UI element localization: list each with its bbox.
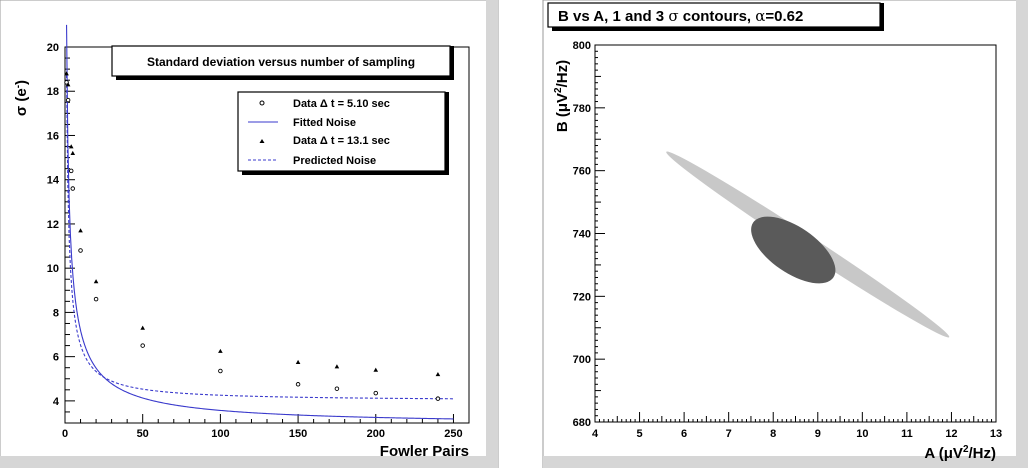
- data-point-triangle: [93, 279, 99, 284]
- right-x-tick-label: 9: [815, 428, 821, 440]
- data-point-circle: [373, 390, 379, 396]
- right-y-label-b: B (μV: [554, 93, 571, 132]
- data-point-circle: [78, 248, 83, 253]
- right-x-tick-label: 13: [990, 428, 1002, 440]
- data-point-circle: [65, 97, 71, 103]
- legend-label-fitted: Fitted Noise: [293, 117, 356, 129]
- left-y-axis-label-close: ): [13, 80, 30, 85]
- right-y-tick-label: 760: [573, 166, 591, 178]
- left-plot-area: 0 50 100 150 200 250 4 6 8 10 12 14 16 18 20: [47, 24, 470, 440]
- left-panel: 0 50 100 150 200 250 4 6 8 10 12 14 16 18 20 Standard …: [0, 0, 499, 468]
- right-x-tick-label: 10: [856, 428, 868, 440]
- left-x-tick-label: 250: [444, 428, 462, 440]
- right-chart-title: B vs A, 1 and 3 σ contours, α=0.62: [558, 7, 803, 25]
- data-point-triangle: [65, 82, 71, 87]
- left-x-tick-label: 100: [211, 428, 229, 440]
- data-point-triangle: [64, 71, 69, 76]
- right-title-mid: contours,: [679, 8, 756, 25]
- data-point-circle: [93, 296, 99, 302]
- right-title-sigma: σ: [668, 7, 678, 25]
- data-point-triangle: [70, 150, 76, 155]
- left-x-axis-label: Fowler Pairs: [380, 443, 469, 460]
- left-y-tick-label: 6: [53, 352, 59, 364]
- data-point-triangle: [68, 144, 74, 149]
- data-point-triangle: [373, 367, 379, 372]
- left-y-axis-label-text: σ (e: [13, 88, 30, 116]
- right-y-label-hz: /Hz): [554, 60, 571, 88]
- left-x-tick-label: 50: [137, 428, 149, 440]
- right-x-tick-label: 7: [726, 428, 732, 440]
- right-x-axis-label: A (μV2/Hz): [924, 444, 996, 462]
- data-point-circle: [70, 186, 76, 191]
- data-point-circle: [334, 386, 340, 391]
- left-chart-title: Standard deviation versus number of samp…: [147, 55, 415, 69]
- legend-label-data1: Data Δ t = 5.10 sec: [293, 98, 390, 110]
- left-y-tick-label: 18: [47, 86, 59, 98]
- data-point-triangle: [334, 364, 340, 369]
- right-x-tick-label: 4: [592, 428, 599, 440]
- data-point-circle: [218, 368, 223, 374]
- left-y-tick-label: 8: [53, 307, 59, 319]
- left-y-tick-label: 12: [47, 219, 59, 231]
- right-panel: 4 5 6 7 8 9 10 11 12 13 680 700 720 740 760 780 800 B vs…: [542, 0, 1028, 468]
- right-title-prefix: B vs A, 1 and 3: [558, 8, 668, 25]
- right-x-tick-label: 12: [945, 428, 957, 440]
- left-x-tick-label: 200: [367, 428, 385, 440]
- data-point-circle: [140, 343, 145, 348]
- data-point-triangle: [218, 348, 223, 353]
- right-x-label-hz: /Hz): [969, 445, 997, 462]
- data-point-circle: [295, 382, 301, 387]
- left-y-tick-label: 14: [47, 175, 60, 187]
- data-point-circle: [64, 80, 69, 85]
- data-point-circle: [435, 396, 441, 401]
- right-y-tick-label: 740: [573, 229, 591, 241]
- legend-label-predicted: Predicted Noise: [293, 155, 376, 167]
- left-y-axis-label: σ (e-): [13, 80, 30, 116]
- right-x-label-a: A (μV: [924, 445, 963, 462]
- left-legend: Data Δ t = 5.10 sec Fitted Noise Data Δ …: [237, 91, 449, 175]
- data-point-triangle: [78, 228, 83, 233]
- right-plot-area: 4 5 6 7 8 9 10 11 12 13 680 700 720 740 760 780 800: [573, 40, 1002, 440]
- data-point-triangle: [140, 325, 145, 330]
- right-y-tick-label: 680: [573, 417, 591, 429]
- left-y-tick-label: 20: [47, 42, 59, 54]
- right-x-tick-label: 5: [636, 428, 642, 440]
- legend-label-data2: Data Δ t = 13.1 sec: [293, 135, 390, 147]
- data-point-triangle: [295, 359, 301, 364]
- left-y-tick-label: 16: [47, 130, 59, 142]
- right-x-tick-label: 8: [770, 428, 776, 440]
- contour-1-sigma: [751, 216, 836, 284]
- left-y-tick-label: 4: [53, 396, 60, 408]
- right-y-tick-label: 720: [573, 291, 591, 303]
- right-x-tick-label: 6: [681, 428, 687, 440]
- right-title-suffix: =0.62: [765, 8, 803, 25]
- data-point-triangle: [435, 372, 441, 377]
- legend-triangle-marker: [259, 139, 265, 143]
- right-y-axis-label: B (μV2/Hz): [553, 60, 571, 132]
- right-y-tick-label: 700: [573, 354, 591, 366]
- fitted-noise-curve: [66, 24, 454, 420]
- left-title-box: Standard deviation versus number of samp…: [111, 45, 454, 80]
- legend-circle-marker: [259, 100, 265, 106]
- right-x-tick-label: 11: [901, 428, 913, 440]
- right-y-tick-label: 780: [573, 103, 591, 115]
- right-y-tick-label: 800: [573, 40, 591, 52]
- right-title-box: B vs A, 1 and 3 σ contours, α=0.62: [547, 2, 884, 31]
- left-y-tick-label: 10: [47, 263, 59, 275]
- left-y-axis-label-sup: -: [13, 85, 24, 88]
- left-x-tick-label: 0: [62, 428, 68, 440]
- predicted-noise-curve: [66, 75, 454, 400]
- left-x-tick-label: 150: [289, 428, 307, 440]
- right-title-alpha: α: [755, 7, 765, 25]
- data-point-circle: [68, 168, 74, 174]
- right-x-label-sup: 2: [963, 444, 969, 455]
- right-y-label-sup: 2: [553, 87, 564, 93]
